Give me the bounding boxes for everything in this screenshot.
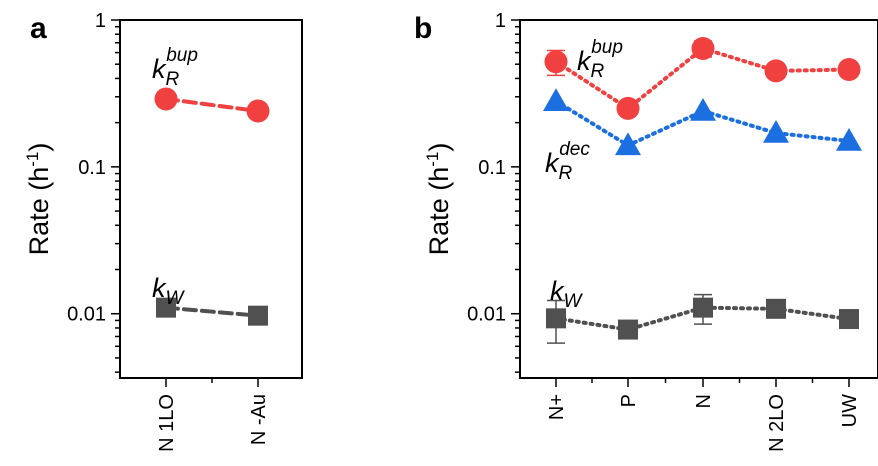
annotation-k-r-dec-b: kRdec [545,139,590,184]
panel-b-y-tick-label: 0.01 [467,304,506,326]
panel-a-series-0-line [164,96,260,114]
panel-b-x-tick-label: P [618,394,640,407]
panel-b-series-0-point [544,50,568,74]
panel-b-series-2-point [618,319,638,340]
panel-a-series-1-line [164,305,260,318]
panel-b-y-axis-title: Rate (h-1) [423,143,454,256]
panel-a-y-axis-title: Rate (h-1) [23,143,54,256]
panel-letter-b: b [414,12,432,45]
annotation-k-w-b: kW [550,276,584,312]
panel-a: a 1 0.1 0.01 N 1LO N -Au Rate (h-1) kRbup kW [23,10,303,452]
panel-b-series-1-point [763,120,789,143]
panel-b-series-0-point [616,96,640,120]
panel-b-series-1-point [615,132,641,156]
panel-b-series-0-point [837,58,861,82]
panel-a-y-tick-label: 0.01 [67,304,106,326]
panel-b: b 1 0.1 0.01 N+ P N N 2LO UW Rate (h-1) kRbup k… [414,10,878,452]
panel-b-x-tick-label: UW [839,394,861,427]
panel-letter-a: a [30,12,47,45]
panel-b-series-2-point [839,309,859,330]
panel-b-series-0-point [691,36,715,60]
panel-a-series-1-point [248,305,268,326]
panel-a-frame [119,19,303,379]
panel-a-x-tick-label: N -Au [248,394,270,445]
panel-b-x-tick-label: N+ [546,394,568,420]
panel-b-series-0-point [764,59,788,83]
panel-b-plot-area: 1 0.1 0.01 N+ P N N 2LO UW [467,10,862,452]
panel-b-series-1-point [836,127,862,151]
annotation-k-r-bup-b: kRbup [577,37,623,82]
panel-a-series-0-point [154,87,178,111]
panel-b-series-1-point [690,98,716,121]
panel-b-x-tick-label: N [693,394,715,408]
annotation-k-r-bup-a: kRbup [152,45,198,90]
annotation-k-w-a: kW [152,273,186,309]
panel-b-x-tick-label: N 2LO [766,394,788,452]
panel-b-frame [519,19,878,379]
panel-b-series-1-point [543,88,569,111]
panel-b-series-2-point [546,308,566,329]
panel-b-series-2-point [766,298,786,319]
panel-a-x-tick-label: N 1LO [156,394,178,452]
panel-a-series-1-point [156,297,176,318]
panel-b-series-2-line [554,305,851,332]
panel-a-y-tick-label: 0.1 [78,157,106,179]
panel-b-series-2-point [693,297,713,318]
panel-b-y-tick-label: 1 [495,10,506,32]
panel-a-series-0-point [246,99,270,123]
panel-b-y-tick-label: 0.1 [478,157,506,179]
panel-a-y-tick-label: 1 [95,10,106,32]
